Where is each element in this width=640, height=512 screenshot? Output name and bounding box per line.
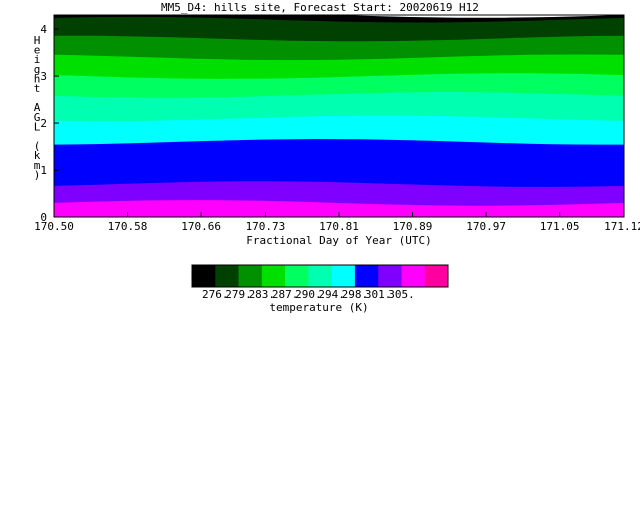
x-axis-label: Fractional Day of Year (UTC) [246,234,431,247]
y-label-char: G [34,111,41,124]
colorbar-segment [401,265,426,287]
y-tick-label: 3 [40,70,47,83]
colorbar-tick-label: 298. [342,288,369,301]
x-axis-ticks: 170.50 170.58 170.66 170.73 170.81 170.89 170.… [34,212,640,233]
x-tick-label: 170.81 [319,220,359,233]
colorbar-label: temperature (K) [269,301,368,314]
colorbar-tick-label: 276. [202,288,229,301]
colorbar: 276.279.283.287.290.294.298.301.305. [191,264,449,301]
x-tick-label: 170.97 [466,220,506,233]
colorbar-segment [424,265,449,287]
x-tick-label: 171.05 [540,220,580,233]
y-label-char: ( [34,140,41,153]
colorbar-tick-label: 279. [225,288,252,301]
y-label-char: i [34,53,41,66]
colorbar-tick-label: 305. [388,288,415,301]
x-tick-label: 170.58 [108,220,148,233]
y-tick-label: 4 [40,23,47,36]
colorbar-tick-label: 301. [365,288,392,301]
y-tick-label: 2 [40,117,47,130]
y-tick-label: 1 [40,164,47,177]
chart-title: MM5_D4: hills site, Forecast Start: 2002… [161,1,479,14]
x-tick-label: 170.73 [246,220,286,233]
y-label-char: ) [34,168,41,181]
y-tick-label: 0 [40,211,47,224]
y-label-char: H [34,34,41,47]
y-label-char: m [34,159,41,172]
y-label-char: e [34,44,41,57]
colorbar-tick-label: 294. [318,288,345,301]
contour-band [54,200,624,217]
colorbar-segment [215,265,240,287]
y-axis-ticks: 0 1 2 3 4 [40,23,59,224]
y-label-char: t [34,82,41,95]
colorbar-segment [354,265,379,287]
y-label-char: A [34,101,41,114]
colorbar-segment [261,265,286,287]
y-label-char: h [34,72,41,85]
colorbar-segment [238,265,263,287]
x-tick-label: 170.66 [181,220,221,233]
colorbar-segment [192,265,216,287]
contour-bands [54,15,624,217]
y-label-char: g [34,63,41,76]
colorbar-tick-label: 283. [249,288,276,301]
colorbar-segment [285,265,309,287]
y-label-char: k [34,149,41,162]
colorbar-segment [378,265,402,287]
x-tick-label: 170.89 [393,220,433,233]
colorbar-frame [191,264,449,288]
x-tick-label: 171.12 [604,220,640,233]
x-tick-label: 170.50 [34,220,74,233]
colorbar-segment [331,265,356,287]
colorbar-tick-label: 290. [295,288,322,301]
colorbar-tick-label: 287. [272,288,299,301]
y-label-char: L [34,120,41,133]
colorbar-segment [308,265,333,287]
